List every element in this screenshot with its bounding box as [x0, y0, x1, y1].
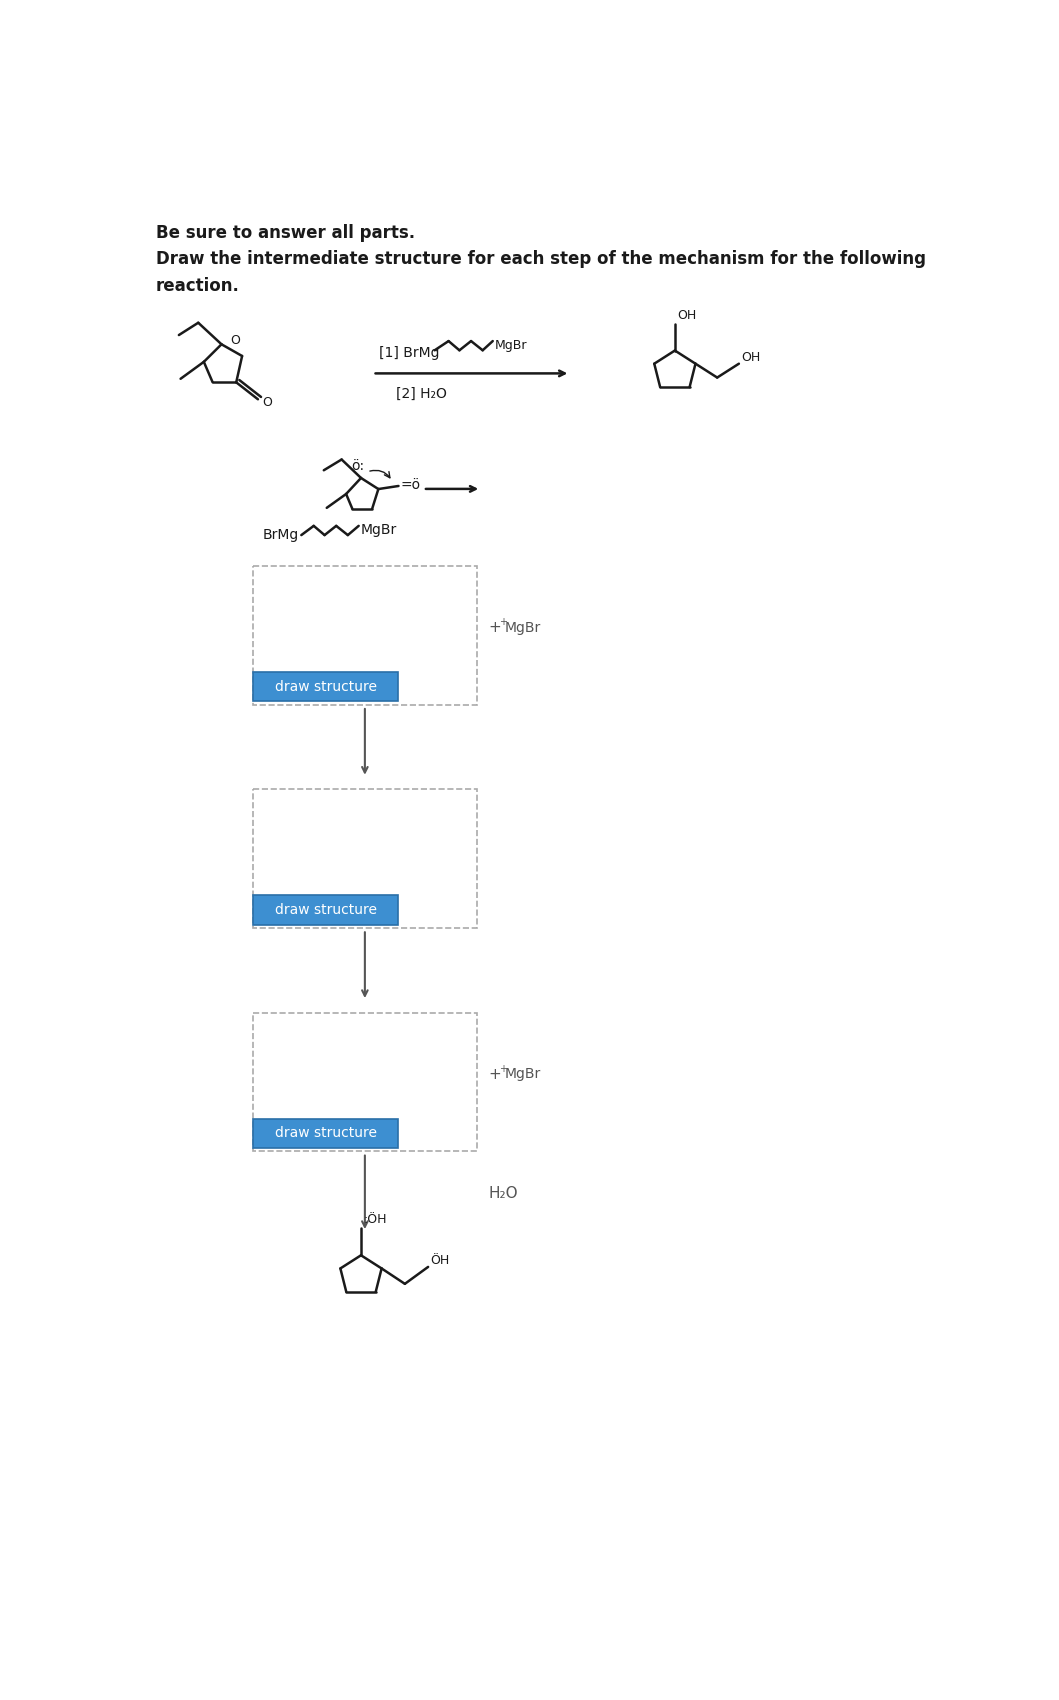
- Text: +: +: [499, 1064, 507, 1074]
- Text: =ö: =ö: [401, 478, 421, 493]
- Text: [2] H₂O: [2] H₂O: [396, 386, 447, 401]
- Text: +: +: [499, 617, 507, 627]
- FancyBboxPatch shape: [253, 896, 398, 925]
- Text: ö:: ö:: [352, 459, 364, 473]
- FancyBboxPatch shape: [253, 672, 398, 702]
- Text: draw structure: draw structure: [274, 903, 377, 916]
- Text: MgBr: MgBr: [360, 524, 396, 537]
- FancyBboxPatch shape: [253, 1119, 398, 1148]
- Text: O: O: [231, 335, 240, 347]
- FancyBboxPatch shape: [252, 789, 478, 928]
- Text: OH: OH: [677, 309, 697, 321]
- Text: reaction.: reaction.: [156, 277, 239, 294]
- Text: Be sure to answer all parts.: Be sure to answer all parts.: [156, 224, 415, 243]
- Text: OH: OH: [741, 350, 760, 364]
- Text: draw structure: draw structure: [274, 680, 377, 694]
- Text: :ÖH: :ÖH: [363, 1212, 387, 1226]
- FancyBboxPatch shape: [252, 566, 478, 704]
- Text: Draw the intermediate structure for each step of the mechanism for the following: Draw the intermediate structure for each…: [156, 250, 926, 269]
- Text: BrMg: BrMg: [263, 529, 299, 542]
- FancyBboxPatch shape: [252, 1013, 478, 1151]
- Text: +: +: [489, 1066, 502, 1081]
- Text: [1] BrMg: [1] BrMg: [379, 345, 439, 360]
- Text: draw structure: draw structure: [274, 1127, 377, 1141]
- Text: +: +: [489, 620, 502, 636]
- Text: ÖH: ÖH: [430, 1255, 450, 1266]
- Text: MgBr: MgBr: [504, 620, 541, 634]
- Text: MgBr: MgBr: [495, 340, 527, 352]
- Text: H₂O: H₂O: [489, 1187, 519, 1200]
- Text: O: O: [262, 396, 272, 410]
- Text: MgBr: MgBr: [504, 1068, 541, 1081]
